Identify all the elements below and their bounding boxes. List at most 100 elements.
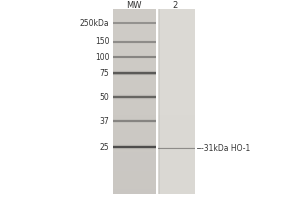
Bar <box>112 12 156 14</box>
Bar <box>158 31 195 32</box>
Bar <box>112 177 156 179</box>
Bar <box>112 155 156 157</box>
Bar <box>112 66 156 68</box>
Text: 25: 25 <box>100 142 110 152</box>
Bar <box>112 143 156 145</box>
Bar <box>158 191 195 192</box>
Bar <box>112 17 156 18</box>
Bar <box>112 43 156 44</box>
Bar <box>112 192 156 194</box>
Bar <box>158 94 195 95</box>
Bar <box>112 162 156 163</box>
Bar <box>158 140 195 142</box>
Bar <box>112 78 156 80</box>
Bar <box>112 99 156 100</box>
Bar <box>158 52 195 54</box>
Bar <box>158 35 195 37</box>
Bar <box>112 146 156 148</box>
Bar <box>112 55 156 57</box>
Bar <box>158 108 195 109</box>
Bar <box>112 129 156 131</box>
Bar <box>112 40 156 41</box>
Bar <box>112 54 156 55</box>
Bar <box>158 51 195 52</box>
Bar <box>158 162 195 163</box>
Bar <box>158 58 195 60</box>
Bar <box>112 148 156 149</box>
Text: 37: 37 <box>100 116 110 126</box>
Bar <box>158 75 195 77</box>
Bar <box>158 26 195 27</box>
Bar <box>112 121 156 122</box>
Bar <box>112 28 156 29</box>
Bar <box>158 148 195 149</box>
Bar <box>158 14 195 15</box>
Bar <box>158 117 195 118</box>
Bar <box>158 115 195 117</box>
Text: 2: 2 <box>173 0 178 9</box>
Bar <box>112 120 156 121</box>
Bar <box>158 138 195 140</box>
Bar <box>112 103 156 105</box>
Bar <box>158 114 195 115</box>
Bar <box>112 144 156 145</box>
Bar <box>112 92 156 94</box>
Bar <box>112 80 156 81</box>
Bar <box>158 112 195 114</box>
Bar <box>158 15 195 17</box>
Bar <box>112 185 156 186</box>
Bar <box>112 182 156 183</box>
Bar <box>158 97 195 98</box>
Bar <box>158 157 195 159</box>
Bar <box>112 151 156 152</box>
Bar <box>112 189 156 191</box>
Bar <box>158 143 195 145</box>
Bar <box>158 145 195 146</box>
Bar <box>112 74 156 75</box>
Bar <box>158 183 195 185</box>
Bar <box>112 165 156 166</box>
Bar <box>112 111 156 112</box>
Bar <box>112 174 156 176</box>
Bar <box>112 122 156 123</box>
Bar <box>158 80 195 81</box>
Bar <box>158 43 195 44</box>
Bar <box>158 28 195 29</box>
Bar <box>158 86 195 88</box>
Bar <box>112 9 156 11</box>
Bar <box>112 122 156 123</box>
Bar <box>112 123 156 125</box>
Bar <box>112 52 156 54</box>
Bar <box>112 109 156 111</box>
Bar <box>112 191 156 192</box>
Bar <box>158 131 195 132</box>
Bar <box>112 64 156 66</box>
Bar <box>158 20 195 21</box>
Bar <box>112 145 156 146</box>
Bar <box>112 49 156 51</box>
Bar <box>158 151 195 152</box>
Bar <box>112 23 156 24</box>
Bar <box>112 21 156 23</box>
Bar <box>112 98 156 99</box>
Bar <box>158 44 195 46</box>
Bar <box>112 24 156 26</box>
Bar <box>158 71 195 72</box>
Bar <box>158 111 195 112</box>
Bar <box>112 83 156 85</box>
Bar <box>112 46 156 48</box>
Bar <box>158 77 195 78</box>
Bar <box>158 176 195 177</box>
Bar <box>158 89 195 91</box>
Bar <box>158 12 195 14</box>
Bar <box>112 135 156 137</box>
Bar <box>158 180 195 182</box>
Bar <box>112 186 156 188</box>
Bar <box>112 131 156 132</box>
Bar <box>158 177 195 179</box>
Bar <box>158 168 195 169</box>
Bar <box>112 11 156 12</box>
Bar <box>158 57 195 58</box>
Bar <box>112 43 156 44</box>
Bar <box>112 81 156 83</box>
